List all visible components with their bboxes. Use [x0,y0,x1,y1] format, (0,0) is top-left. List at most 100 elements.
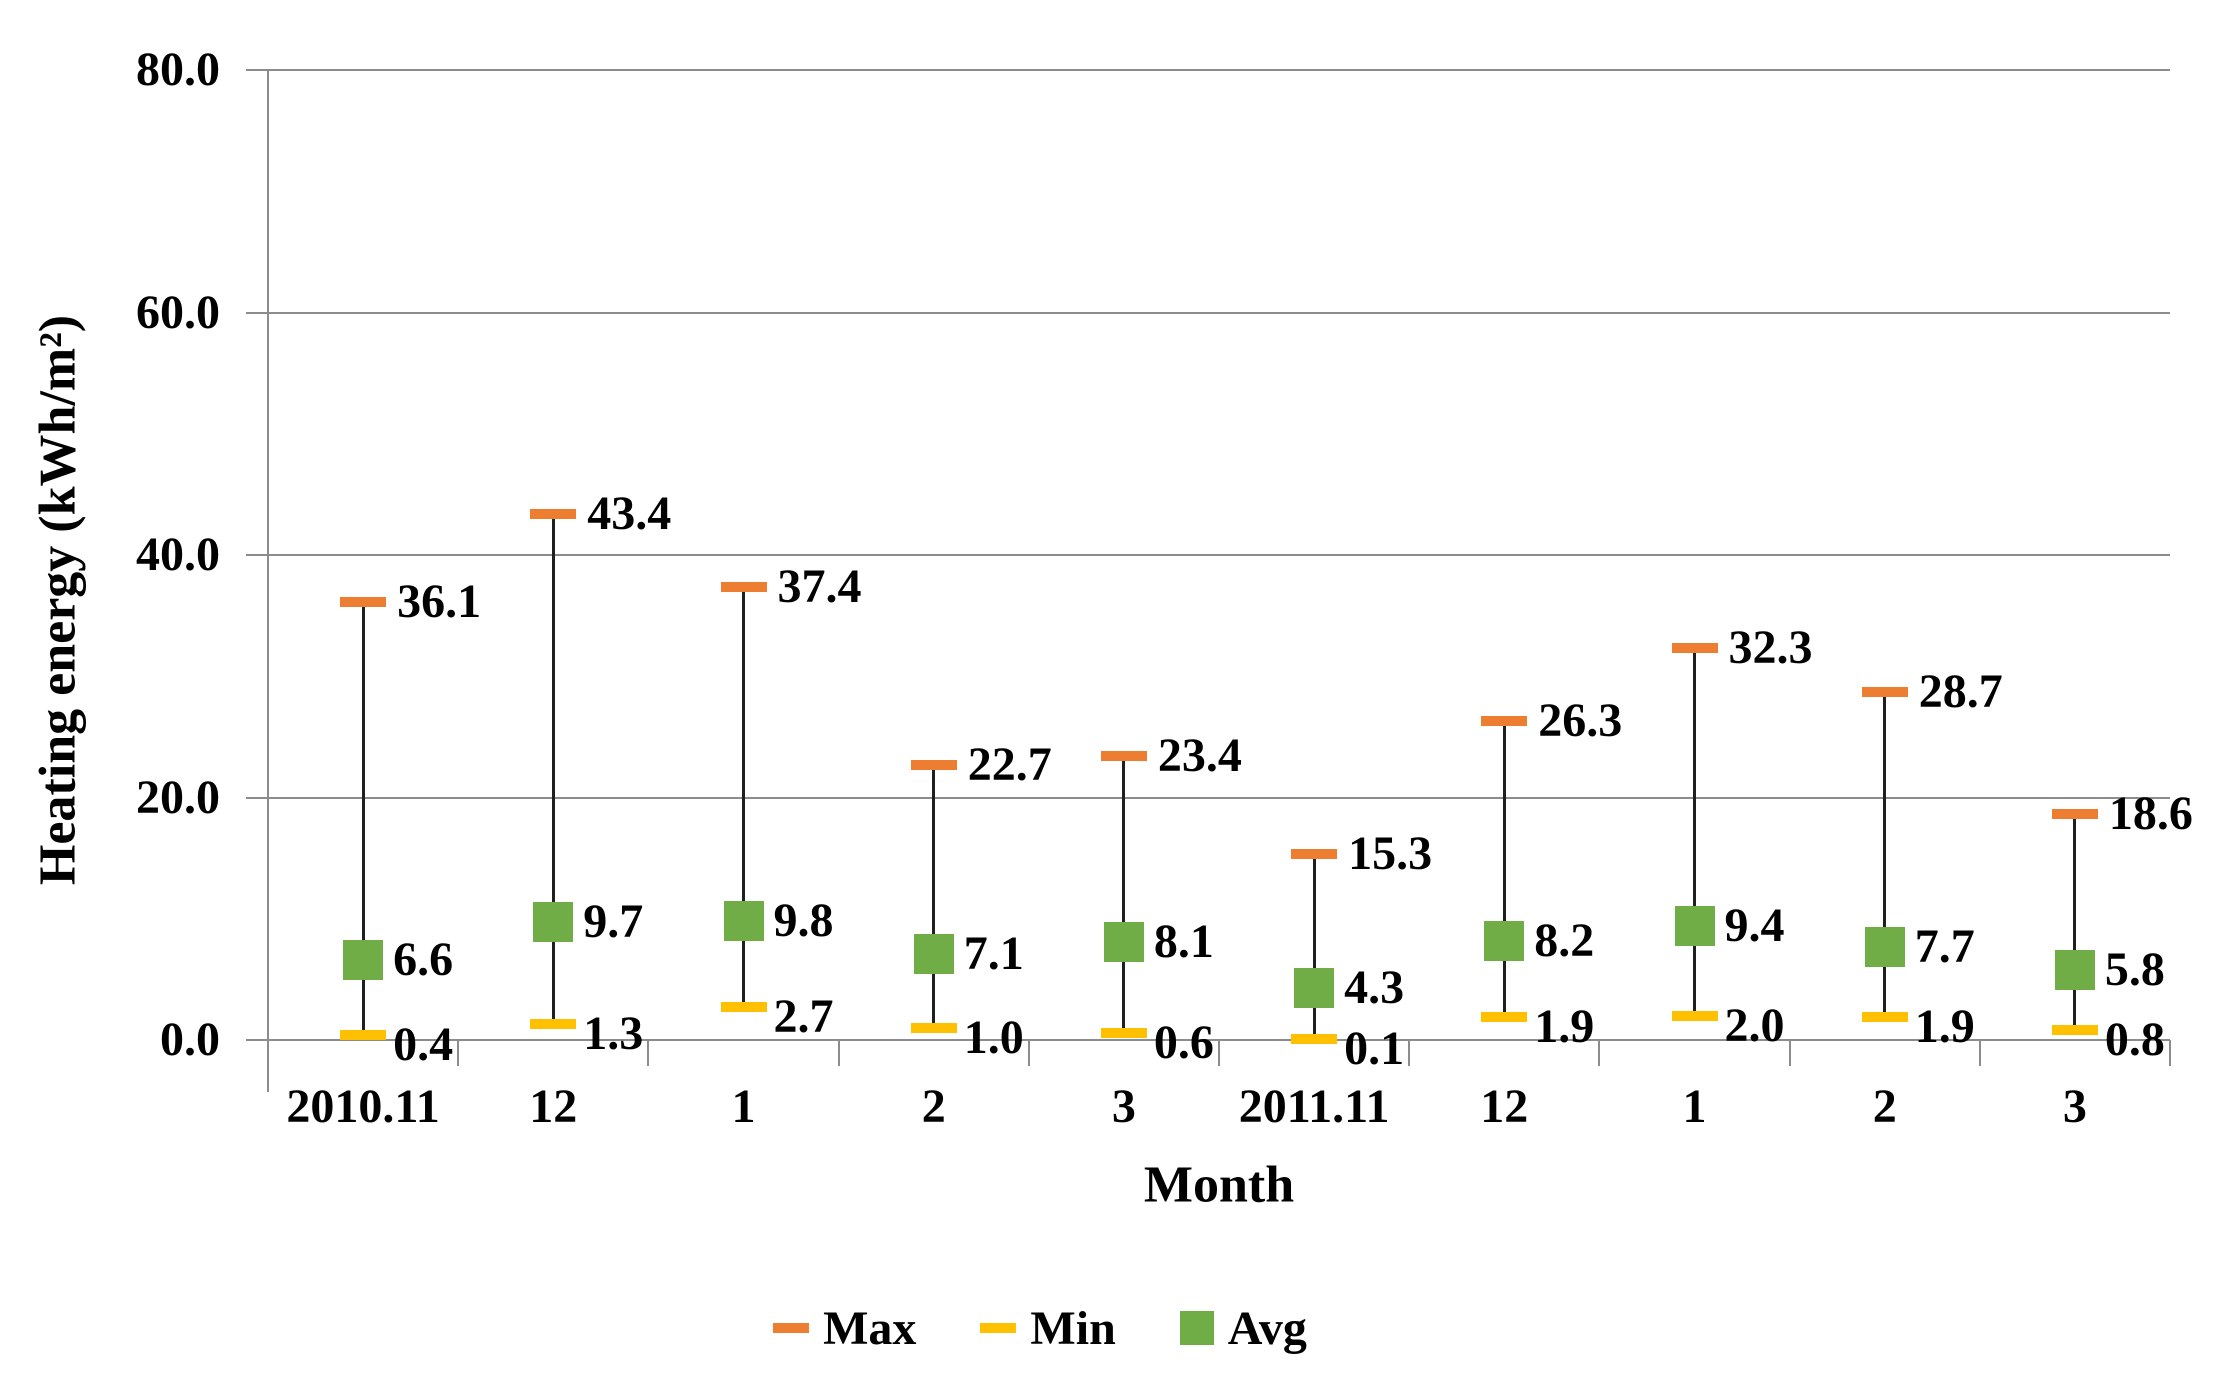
max-marker [530,508,577,519]
min-data-label: 1.9 [1914,999,1975,1053]
max-data-label: 37.4 [777,559,862,613]
error-bar [742,586,745,1008]
min-data-label: 1.3 [583,1007,644,1061]
min-marker [2051,1025,2098,1036]
error-bar [551,513,555,1025]
avg-data-label: 8.1 [1153,914,1214,968]
avg-marker [1103,921,1144,962]
min-data-label: 0.8 [2104,1013,2165,1067]
avg-marker [2054,949,2095,990]
max-marker [340,597,387,608]
x-category-label: 12 [529,1080,578,1133]
avg-data-label: 7.7 [1914,919,1975,973]
max-marker [1861,687,1908,697]
avg-data-label: 9.7 [583,895,644,949]
max-data-label: 22.7 [967,737,1052,791]
y-tick-label: 0.0 [160,1013,220,1066]
x-axis-tick [1408,1040,1411,1066]
max-data-label: 32.3 [1728,621,1813,675]
min-data-label: 1.0 [963,1010,1024,1064]
x-category-label: 2 [921,1080,946,1133]
legend-dash-icon [980,1323,1017,1333]
x-axis-tick [1788,1040,1791,1066]
x-category-label: 2011.11 [1238,1080,1390,1133]
min-marker [530,1019,577,1030]
avg-marker [913,933,954,974]
avg-data-label: 6.6 [393,932,454,986]
x-axis-tick [647,1040,650,1066]
min-data-label: 0.1 [1344,1021,1405,1075]
gridline [268,311,2170,314]
y-tick-label: 80.0 [136,43,220,96]
x-axis-tick [2169,1040,2171,1066]
min-marker [910,1022,957,1033]
y-axis-tick [246,554,268,556]
gridline [268,69,2170,71]
error-bar [1693,648,1696,1016]
max-data-label: 43.4 [587,486,672,540]
x-axis-tick [1598,1040,1601,1066]
y-tick-label: 20.0 [136,770,220,824]
min-data-label: 0.6 [1153,1015,1214,1069]
x-axis-tick [1027,1040,1030,1066]
error-bar [361,602,365,1036]
legend-item-avg: Avg [1179,1301,1307,1356]
max-data-label: 26.3 [1538,694,1623,748]
y-axis-tick [246,69,268,71]
x-axis-tick [267,1040,269,1092]
min-marker [340,1030,387,1041]
min-data-label: 2.0 [1724,998,1785,1052]
y-axis-tick [246,1039,268,1041]
x-category-label: 12 [1480,1080,1529,1133]
x-axis-tick [837,1040,840,1066]
avg-marker [1674,906,1715,947]
min-data-label: 0.4 [393,1018,454,1072]
y-tick-label: 40.0 [136,528,220,581]
min-marker [1100,1027,1147,1038]
x-axis-tick [457,1040,460,1066]
avg-data-label: 9.8 [773,894,834,948]
y-axis-tick [246,796,268,799]
avg-marker [1864,926,1905,967]
avg-marker [1484,920,1525,961]
min-marker [1481,1011,1528,1022]
gridline [268,796,2170,799]
avg-data-label: 8.2 [1534,913,1595,967]
avg-data-label: 7.1 [963,926,1024,980]
avg-marker [1294,967,1335,1008]
avg-marker [723,901,764,942]
y-axis-tick [246,311,268,314]
min-marker [1291,1033,1338,1044]
legend-dash-icon [773,1323,810,1333]
error-bar [1122,756,1126,1033]
legend-label: Avg [1227,1301,1307,1355]
legend-label: Max [823,1301,917,1355]
x-category-label: 3 [2062,1080,2087,1133]
max-data-label: 15.3 [1348,827,1433,881]
error-bar [1502,721,1506,1017]
x-category-label: 2010.11 [286,1080,440,1133]
error-bar [932,764,936,1028]
x-axis-tick [1978,1040,1981,1066]
min-marker [720,1002,767,1013]
legend-label: Min [1030,1301,1116,1355]
x-category-label: 1 [731,1080,756,1133]
min-marker [1861,1011,1908,1022]
error-bar [1312,854,1316,1039]
max-marker [1100,751,1147,762]
min-data-label: 1.9 [1534,999,1595,1053]
error-bar [1883,692,1887,1017]
max-data-label: 28.7 [1918,665,2003,718]
max-marker [1671,643,1718,654]
avg-marker [343,939,384,980]
max-marker [720,581,767,592]
max-marker [1291,849,1338,860]
x-category-label: 3 [1111,1080,1136,1133]
error-bar [2073,814,2077,1031]
y-axis-line [267,70,269,1040]
x-category-label: 1 [1682,1080,1707,1133]
max-marker [1481,716,1528,727]
min-marker [1671,1010,1718,1021]
legend-item-min: Min [980,1301,1116,1356]
